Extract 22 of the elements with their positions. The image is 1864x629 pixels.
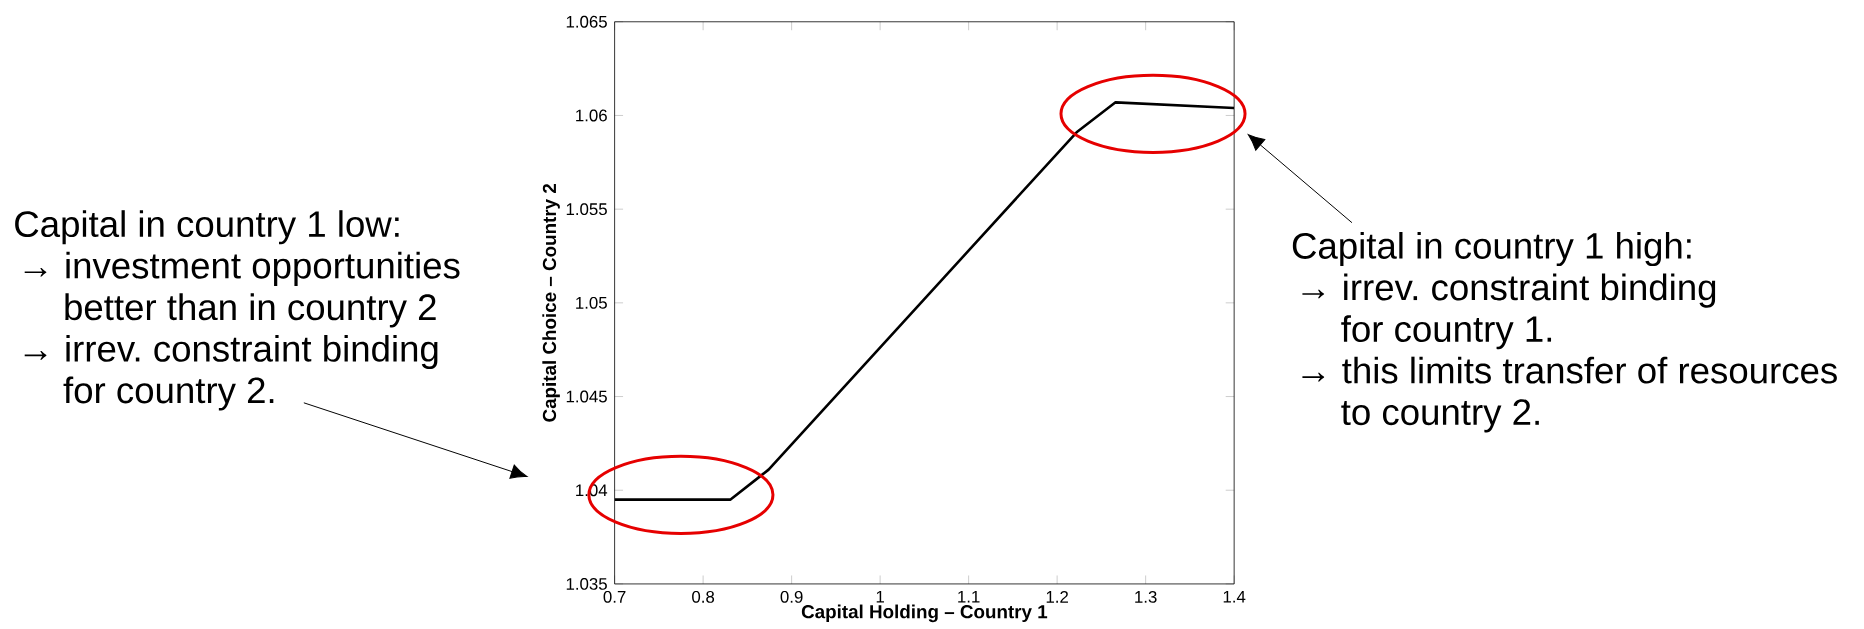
text: → investment opportunities better than in country 2 — [24, 251, 460, 328]
y-axis-title: Capital Choice – Country 2 — [542, 184, 560, 422]
y-tick-label: 1.05 — [576, 297, 607, 309]
x-tick-label: 1.4 — [1223, 591, 1246, 603]
x-tick-label: 1.1 — [958, 591, 980, 603]
x-axis-title: Capital Holding – Country 1 — [801, 604, 1048, 623]
y-tick-label: 1.055 — [566, 203, 607, 216]
x-tick-label: 0.9 — [780, 591, 803, 603]
x-tick-label: 0.8 — [692, 591, 715, 603]
y-tick-label: 1.065 — [566, 15, 607, 28]
text: → this limits transfer of resources to country 2. — [1302, 356, 1837, 433]
y-tick-label: 1.045 — [566, 390, 607, 403]
text: → irrev. constraint binding for country 2. — [24, 335, 438, 411]
y-tick-label: 1.035 — [566, 578, 607, 590]
x-tick-label: 1.3 — [1135, 591, 1157, 603]
x-tick-label: 0.7 — [603, 591, 626, 603]
x-tick-label: 1.2 — [1046, 591, 1068, 603]
y-tick-label: 1.06 — [576, 109, 607, 122]
text: Capital in country 1 low: — [15, 210, 399, 245]
text: Capital in country 1 high: — [1292, 232, 1691, 267]
text: → irrev. constraint binding for country 1. — [1302, 273, 1716, 350]
x-tick-label: 1 — [876, 591, 884, 603]
